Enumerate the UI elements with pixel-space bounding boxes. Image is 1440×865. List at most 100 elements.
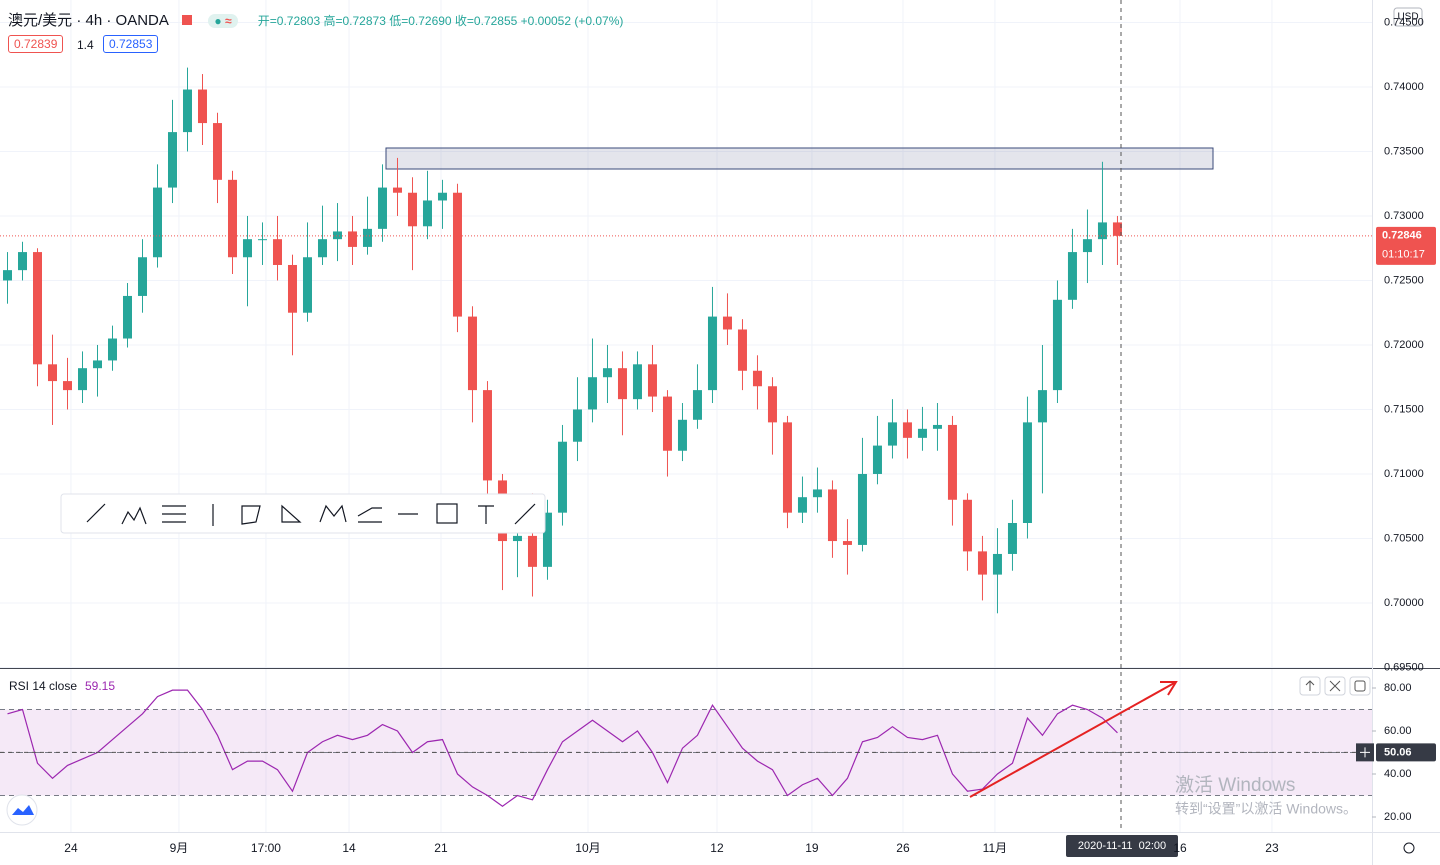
candle-body: [587, 377, 597, 410]
candle-body: [1082, 239, 1092, 253]
ask[interactable]: 0.72853: [103, 35, 159, 53]
pane-buttons[interactable]: [1299, 676, 1371, 696]
y-tick-label: 40.00: [1384, 768, 1412, 780]
x-tick-label: 21: [434, 841, 448, 855]
candle-body: [752, 370, 762, 387]
rsi-title: RSI 14 close: [9, 679, 77, 693]
candle-body: [467, 316, 477, 391]
arrow-head: [1160, 681, 1178, 696]
candle-body: [947, 424, 957, 500]
resistance-zone[interactable]: [385, 147, 1214, 170]
last-price-box: [1376, 226, 1436, 265]
x-tick-label: 17:00: [251, 841, 281, 855]
x-tick-label: 24: [64, 841, 78, 855]
candle-body: [1097, 222, 1107, 240]
candle-body: [857, 473, 867, 545]
y-tick-label: 0.74500: [1384, 16, 1424, 28]
candle-body: [722, 316, 732, 330]
watermark-title: 激活 Windows: [1175, 774, 1295, 796]
drawing-toolbar[interactable]: [60, 493, 546, 534]
x-tick-label: 10月: [575, 841, 600, 855]
x-tick-label: 11月: [983, 841, 1007, 855]
y-tick-label: 0.73000: [1384, 210, 1424, 222]
candle-body: [47, 364, 57, 382]
candle-body: [1037, 390, 1047, 423]
candle-body: [1052, 299, 1062, 391]
bid[interactable]: 0.72839: [8, 35, 64, 53]
crosshair-time-box: [1066, 835, 1178, 857]
candle-body: [662, 396, 672, 451]
candle-body: [632, 364, 642, 400]
trend-arrow[interactable]: [969, 681, 1177, 798]
x-tick-label: 26: [896, 841, 910, 855]
candle-body: [767, 386, 777, 423]
candle-body: [167, 132, 177, 188]
candle-body: [932, 424, 942, 429]
y-tick-label: 0.69500: [1384, 661, 1424, 673]
candle-body: [62, 381, 72, 391]
candle-body: [1112, 222, 1122, 236]
y-tick-label: 60.00: [1384, 725, 1412, 737]
candle-body: [377, 187, 387, 229]
settings-icon[interactable]: [1403, 842, 1415, 854]
y-tick-label: 0.73500: [1384, 145, 1424, 157]
candle-body: [437, 192, 447, 201]
candle-body: [737, 329, 747, 371]
candle-body: [77, 368, 87, 391]
logo[interactable]: [6, 794, 38, 826]
candle-body: [977, 551, 987, 575]
y-tick-label: 0.72000: [1384, 339, 1424, 351]
candle-body: [17, 252, 27, 271]
candle-body: [32, 252, 42, 365]
candle-body: [317, 239, 327, 258]
candle-body: [257, 239, 267, 241]
candle-body: [917, 428, 927, 438]
candle-body: [827, 489, 837, 542]
candle-body: [842, 541, 852, 545]
candle-body: [557, 441, 567, 513]
grid: [0, 0, 1372, 832]
candle-body: [287, 264, 297, 313]
candle-body: [1007, 522, 1017, 554]
x-tick-label: 9月: [170, 841, 189, 855]
candle-body: [572, 409, 582, 442]
y-tick-label: 0.74000: [1384, 81, 1424, 93]
x-tick-label: 14: [342, 841, 356, 855]
candle-body: [92, 360, 102, 369]
candle-body: [692, 390, 702, 420]
candle-body: [602, 368, 612, 378]
flag[interactable]: [182, 15, 193, 25]
candle-body: [797, 497, 807, 513]
candle-body: [362, 228, 372, 247]
candle-body: [992, 553, 1002, 575]
candle-body: [1067, 252, 1077, 300]
interval[interactable]: 4h: [85, 12, 103, 29]
symbol[interactable]: 澳元/美元: [8, 12, 73, 29]
y-tick-label: 0.71000: [1384, 468, 1424, 480]
y-tick-label: 80.00: [1384, 682, 1412, 694]
watermark-subtitle: 转到“设置”以激活 Windows。: [1175, 801, 1357, 817]
crosshair-time: 2020-11-11 02:00: [1078, 840, 1166, 852]
candle-body: [332, 231, 342, 240]
candle-body: [812, 489, 822, 498]
candle-body: [872, 445, 882, 474]
source: OANDA: [115, 12, 169, 29]
currency-box[interactable]: [1393, 7, 1423, 27]
candle-body: [677, 419, 687, 451]
candle-body: [647, 364, 657, 397]
rsi-line: [7, 689, 1118, 807]
candle-body: [707, 316, 717, 391]
candle-body: [182, 89, 192, 133]
candle-body: [242, 239, 252, 258]
status-pill[interactable]: ● ≈: [208, 14, 238, 28]
y-tick-label: 0.71500: [1384, 403, 1424, 415]
candle-body: [392, 187, 402, 193]
last-price-label: 0.72846: [1382, 230, 1422, 242]
candle-body: [212, 123, 222, 180]
candle-body: [617, 368, 627, 400]
spread: 1.4: [77, 38, 94, 52]
x-tick-label: 16: [1173, 841, 1187, 855]
candle-body: [197, 89, 207, 124]
header: 澳元/美元 · 4h · OANDA ● ≈ 开=0.72803 高=0.728…: [8, 12, 624, 29]
candle-body: [782, 422, 792, 513]
